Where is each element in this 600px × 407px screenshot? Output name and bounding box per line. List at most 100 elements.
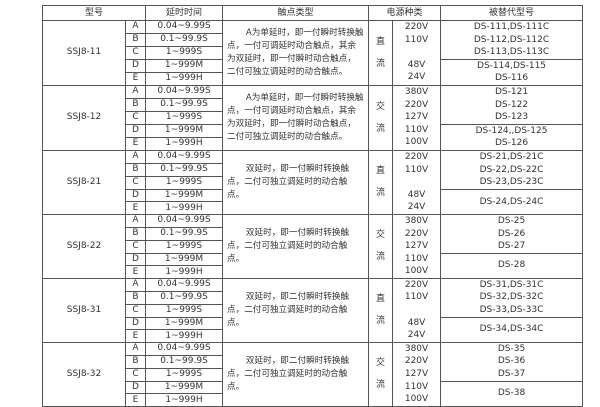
voltage-list: 380V 220V 127V 110V 100V	[392, 213, 442, 279]
replacement-model: DS-126	[494, 138, 529, 149]
contact-type: 双延时，即一付瞬时转换触点，二付可独立调延时的动合触点。	[222, 149, 370, 215]
model-cell: SSJ8-11	[42, 20, 126, 86]
replacement-models: DS-121 DS-122 DS-123	[440, 84, 584, 125]
variant-letter: D	[124, 380, 147, 395]
delay-range: 0.1~99.9S	[145, 290, 224, 305]
replacement-model: DS-22,DS-22C	[479, 164, 544, 175]
power-type: 直流	[368, 20, 394, 86]
replacement-models: DS-34,DS-34C	[440, 316, 584, 343]
replacement-models: DS-24,DS-24C	[440, 188, 584, 215]
header-delay: 延时时间	[145, 5, 224, 21]
table-row: SSJ8-11 A 0.04~9.99S A为单延时，即一付瞬时转换触点，一付可调延时…	[42, 20, 584, 86]
delay-range: 1~999M	[145, 252, 224, 267]
delay-range: 1~999M	[145, 380, 224, 395]
voltage: 100V	[404, 137, 429, 148]
replacement-model: DS-124,,DS-125	[475, 125, 548, 136]
variant-letter: C	[124, 110, 147, 125]
replacement-model: DS-38	[497, 388, 526, 399]
variant-letter: E	[124, 265, 147, 279]
voltage-list: 220V 110V 48V 24V	[392, 277, 442, 343]
relay-spec-table: 型号 延时时间 触点类型 电源种类 被替代型号 SSJ8-11 A 0.04~9.9…	[41, 5, 584, 407]
voltage-list: 380V 220V 127V 110V 100V	[392, 341, 442, 407]
voltage: 127V	[404, 241, 429, 252]
table-row: E 1~999H	[43, 71, 583, 86]
variant-letter: E	[124, 201, 147, 215]
delay-range: 1~999H	[145, 201, 224, 215]
contact-type: 双延时，即二付瞬时转换触点，二付可独立调延时的动合触点。	[222, 277, 370, 343]
variant-letter: B	[124, 32, 147, 47]
table-row: E 1~999H	[43, 329, 583, 343]
table-row: D 1~999M DS-24,DS-24C	[43, 188, 584, 215]
voltage: 220V	[404, 22, 429, 32]
replacement-models: DS-114,DS-115 DS-116	[440, 58, 584, 86]
delay-range: 0.04~9.99S	[145, 341, 224, 356]
variant-letter: E	[124, 393, 147, 407]
header-replacement: 被替代型号	[440, 5, 584, 21]
voltage: 110V	[404, 34, 429, 45]
replacement-models: DS-124,,DS-125 DS-126	[440, 123, 584, 151]
replacement-model: DS-32,DS-32C	[479, 292, 544, 303]
variant-letter: B	[124, 226, 147, 241]
delay-range: 1~999M	[145, 123, 224, 138]
variant-letter: C	[124, 175, 147, 190]
power-type: 交流	[368, 341, 394, 407]
variant-letter: A	[124, 277, 147, 292]
replacement-model: DS-116	[494, 73, 529, 84]
header-power: 电源种类	[368, 5, 442, 21]
delay-range: 0.04~9.99S	[145, 20, 224, 34]
replacement-models: DS-25 DS-26 DS-27	[440, 213, 584, 254]
power-type-char: 直	[376, 36, 386, 47]
replacement-models: DS-111,DS-111C DS-112,DS-112C DS-113,DS-11…	[440, 20, 584, 60]
power-type: 交流	[368, 213, 394, 279]
replacement-model: DS-111,DS-111C	[473, 22, 550, 32]
model-cell: SSJ8-32	[42, 341, 126, 407]
power-type-char: 流	[376, 58, 386, 69]
replacement-model: DS-31,DS-31C	[479, 279, 544, 290]
delay-range: 1~999S	[145, 239, 224, 254]
delay-range: 0.04~9.99S	[145, 84, 224, 99]
variant-letter: A	[124, 341, 147, 356]
power-type-char: 直	[376, 294, 386, 305]
variant-letter: C	[124, 303, 147, 318]
delay-range: 0.04~9.99S	[145, 149, 224, 164]
power-type: 直流	[368, 149, 394, 215]
voltage-list: 220V 110V 48V 24V	[392, 20, 442, 86]
delay-range: 0.1~99.9S	[145, 226, 224, 241]
table-row: B 0.1~99.9S	[43, 97, 583, 112]
contact-type: A为单延时，即一付瞬时转换触点，一付可调延时动合触点，其余为双延时，即一付瞬时动…	[222, 84, 370, 151]
replacement-models: DS-31,DS-31C DS-32,DS-32C DS-33,DS-33C	[440, 277, 584, 318]
header-model: 型号	[41, 5, 147, 21]
model-cell: SSJ8-21	[42, 149, 126, 215]
voltage: 220V	[404, 279, 429, 290]
delay-range: 1~999H	[145, 393, 224, 407]
voltage: 24V	[407, 72, 426, 83]
voltage: 380V	[404, 86, 429, 97]
model-cell: SSJ8-31	[42, 277, 126, 343]
variant-letter: B	[124, 97, 147, 112]
replacement-model: DS-21,DS-21C	[479, 151, 544, 162]
voltage: 110V	[404, 253, 429, 264]
model-cell: SSJ8-22	[42, 213, 126, 279]
table-row: SSJ8-12 A 0.04~9.99S A为单延时，即一付瞬时转换触点，一付可调延时…	[42, 84, 584, 151]
replacement-models: DS-35 DS-36 DS-37	[440, 341, 584, 382]
replacement-model: DS-122	[494, 99, 529, 110]
voltage	[394, 304, 440, 317]
delay-range: 1~999H	[145, 329, 224, 343]
replacement-models: DS-38	[440, 380, 584, 407]
delay-range: 1~999H	[145, 265, 224, 279]
table-row: C 1~999S	[43, 367, 583, 382]
delay-range: 1~999H	[145, 71, 224, 86]
delay-range: 1~999H	[145, 136, 224, 151]
table-row: SSJ8-22 A 0.04~9.99S 双延时，即一付瞬时转换触点，二付可独立调延时…	[42, 213, 584, 279]
replacement-model: DS-35	[497, 343, 526, 354]
table-row: C 1~999S	[43, 303, 583, 318]
voltage	[394, 46, 440, 59]
replacement-model: DS-34,DS-34C	[479, 324, 544, 335]
power-type-char: 交	[376, 230, 386, 241]
power-type-char: 流	[376, 188, 386, 199]
table-row: C 1~999S	[43, 45, 583, 60]
delay-range: 1~999M	[145, 188, 224, 203]
delay-range: 0.1~99.9S	[145, 162, 224, 177]
variant-letter: E	[124, 71, 147, 86]
delay-range: 1~999S	[145, 45, 224, 60]
